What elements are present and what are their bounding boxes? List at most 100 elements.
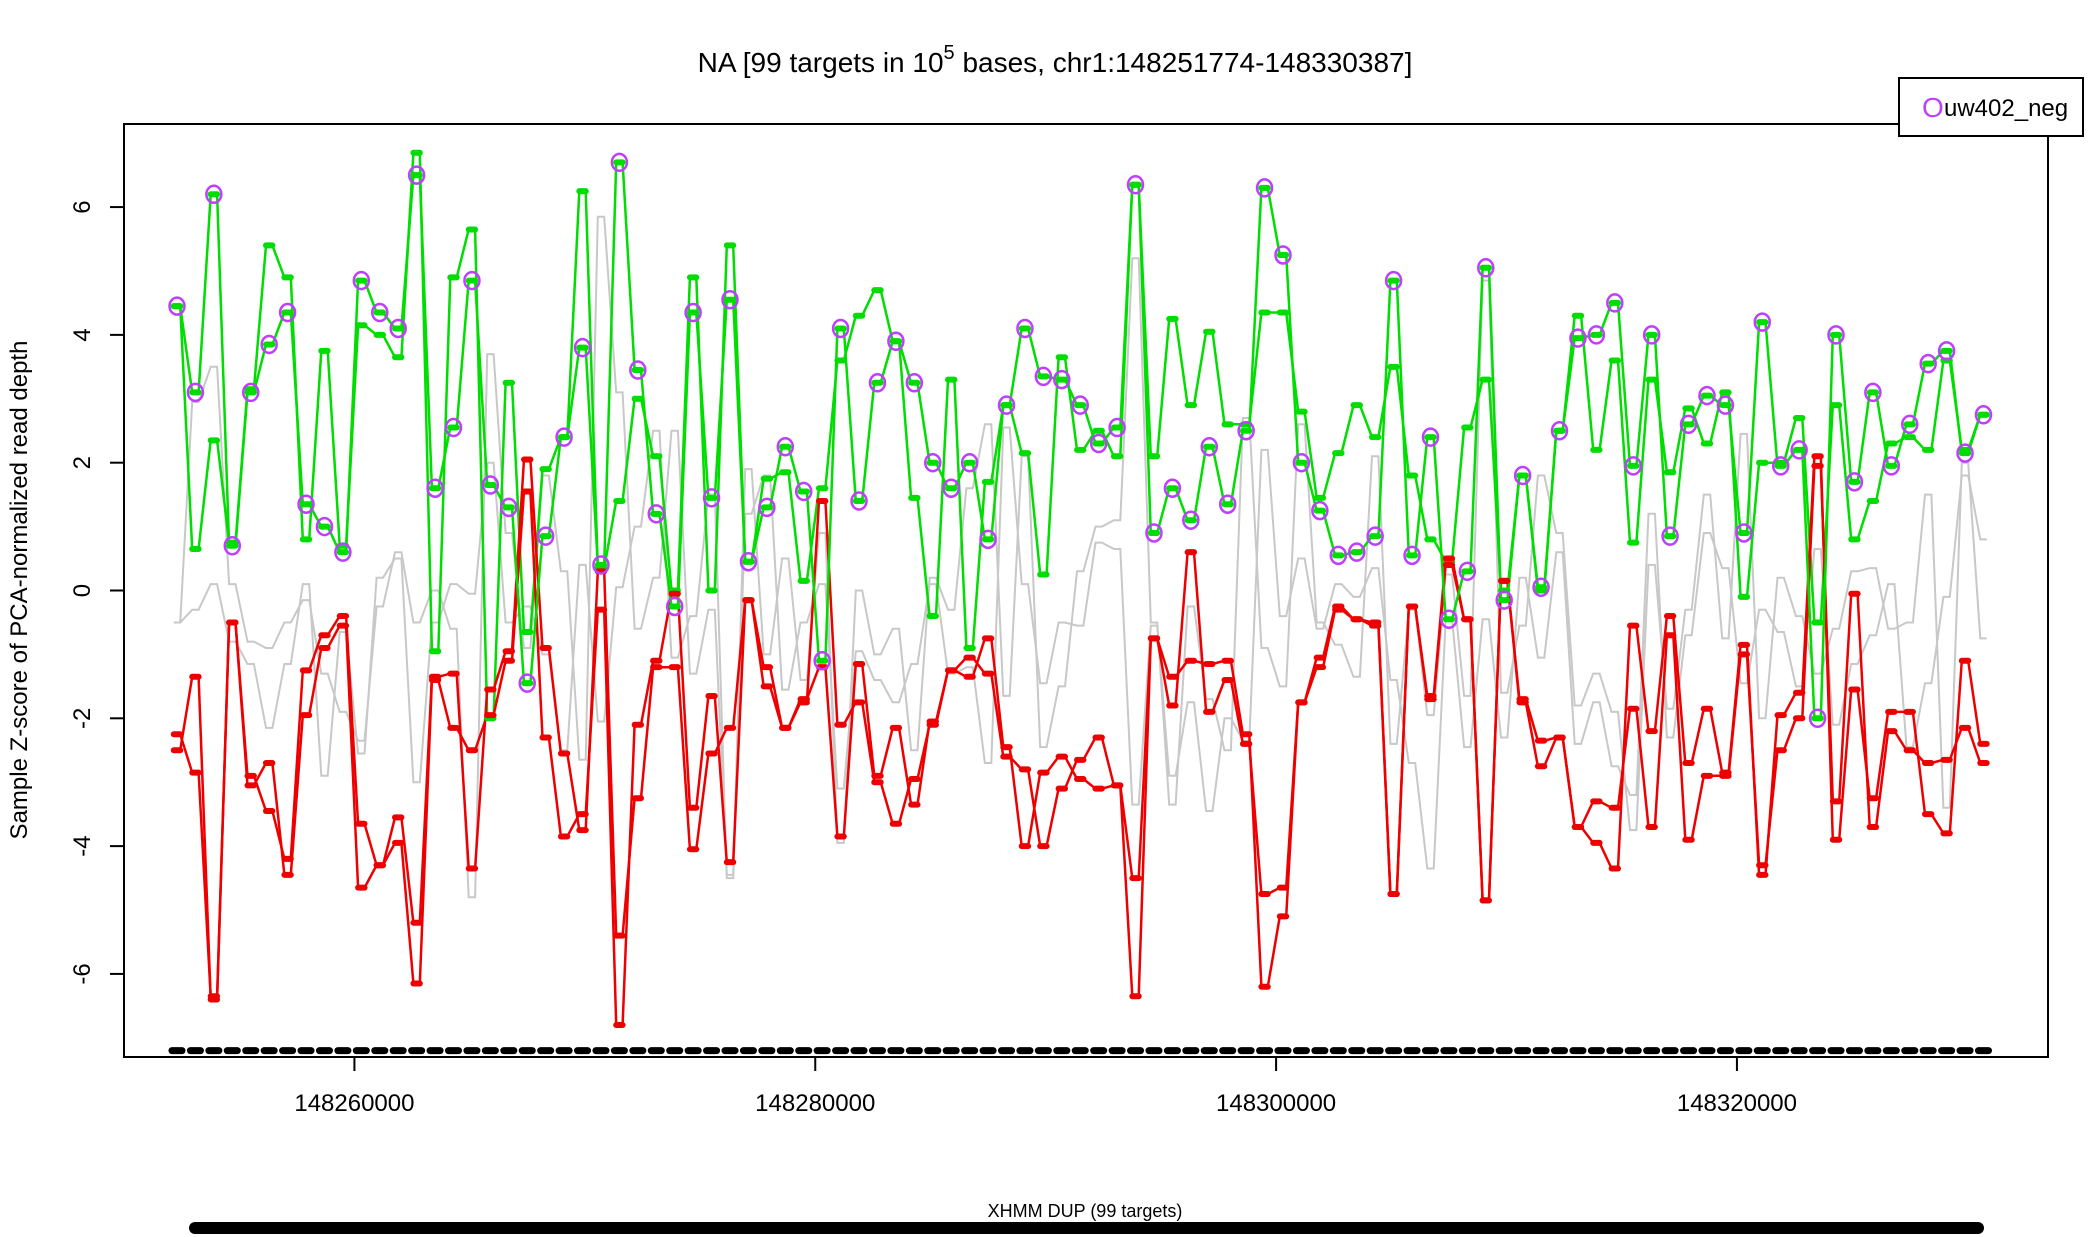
sample-point — [1053, 369, 1071, 390]
sample-point — [444, 417, 463, 438]
sample-point — [1735, 523, 1753, 543]
sample-point — [1477, 258, 1495, 278]
series-background_2 — [173, 426, 1987, 880]
legend-label: uw402_neg — [1944, 95, 2068, 122]
sample-point — [1716, 395, 1735, 415]
sample-point — [426, 478, 444, 499]
y-tick-label: 2 — [69, 456, 96, 469]
sample-point — [1126, 174, 1145, 195]
sample-point — [1771, 456, 1790, 476]
chart-title: NA [99 targets in 105 bases, chr1:148251… — [698, 42, 1413, 78]
sample-point — [647, 504, 666, 524]
sample-point — [1956, 443, 1974, 463]
sample-point — [758, 497, 776, 518]
sample-point — [1882, 456, 1901, 476]
sample-point — [555, 427, 573, 447]
sample-point — [1347, 542, 1366, 562]
y-tick-label: 4 — [69, 328, 96, 341]
sample-point — [1661, 526, 1679, 546]
x-tick-label: 148260000 — [294, 1090, 414, 1117]
sample-point — [1440, 609, 1458, 630]
sample-point — [223, 536, 242, 556]
sample-point — [1495, 590, 1513, 610]
sample-point — [776, 436, 795, 457]
sample-point — [500, 497, 518, 518]
sample-point — [684, 302, 702, 323]
sample-point — [1900, 414, 1919, 435]
y-tick-label: 0 — [69, 584, 96, 597]
series-background_1 — [173, 215, 1987, 899]
sample-point — [1311, 500, 1329, 521]
legend-marker: O — [1922, 92, 1944, 123]
sample-point — [518, 673, 536, 693]
sample-point — [702, 488, 721, 508]
sample-point — [1384, 270, 1403, 291]
sample-point — [942, 478, 960, 499]
series-upper — [173, 151, 1987, 720]
sample-point — [1274, 245, 1292, 265]
sample-point — [1919, 353, 1937, 374]
y-tick-label: 6 — [69, 200, 96, 213]
sample-point — [1642, 325, 1661, 345]
sample-point — [1403, 545, 1421, 566]
sample-point — [610, 152, 629, 173]
sample-point — [407, 165, 426, 185]
title-exponent: 5 — [944, 42, 955, 64]
sample-point — [813, 651, 831, 671]
sample-point — [1808, 708, 1827, 729]
sample-point — [1163, 478, 1182, 499]
sample-point — [1034, 366, 1053, 387]
sample-point — [241, 382, 260, 403]
sample-point — [721, 289, 739, 310]
sample-point — [1679, 414, 1698, 435]
sample-point — [1218, 494, 1237, 514]
legend: O uw402_neg — [1898, 77, 2084, 137]
sample-point — [665, 596, 684, 617]
sample-point — [1624, 456, 1642, 476]
sample-point — [1753, 312, 1772, 332]
sample-point — [592, 555, 610, 575]
y-tick-label: -4 — [69, 835, 96, 856]
sample-point — [1421, 427, 1440, 447]
sample-point — [573, 337, 592, 358]
sample-point — [979, 529, 997, 550]
sample-point — [205, 184, 223, 205]
sample-point — [1108, 417, 1126, 438]
x-tick-label: 148320000 — [1677, 1090, 1797, 1117]
sample-point — [297, 494, 315, 514]
sample-point — [868, 373, 887, 393]
sample-point — [315, 516, 334, 537]
sample-point — [1532, 577, 1550, 598]
sample-point — [924, 452, 942, 473]
sample-point — [1550, 420, 1569, 441]
sample-point — [168, 296, 186, 316]
sample-point — [1864, 382, 1882, 403]
sample-point — [1513, 465, 1532, 486]
x-tick-label: 148300000 — [1216, 1090, 1336, 1117]
y-tick-label: -2 — [69, 708, 96, 729]
sample-point — [389, 318, 407, 339]
sample-point — [1827, 325, 1845, 345]
sample-point — [481, 475, 500, 495]
sample-point — [1292, 452, 1311, 473]
sample-point — [1606, 293, 1624, 313]
x-tick-label: 148280000 — [755, 1090, 875, 1117]
sample-point — [334, 542, 352, 562]
sample-point — [850, 491, 868, 511]
sample-point — [1974, 405, 1993, 425]
sample-point — [905, 373, 924, 393]
sample-point — [371, 302, 389, 323]
sample-point — [960, 452, 979, 473]
sample-point — [1237, 420, 1255, 441]
y-tick-label: -6 — [69, 963, 96, 984]
sample-point — [352, 270, 371, 291]
sample-point — [536, 526, 555, 546]
sample-point — [1016, 318, 1034, 339]
sample-point — [1587, 325, 1606, 345]
sample-point — [1937, 341, 1956, 361]
sample-point — [1329, 545, 1348, 566]
y-axis-label: Sample Z-score of PCA-normalized read de… — [6, 341, 33, 840]
sample-point — [1071, 395, 1089, 415]
sample-point — [739, 551, 758, 572]
